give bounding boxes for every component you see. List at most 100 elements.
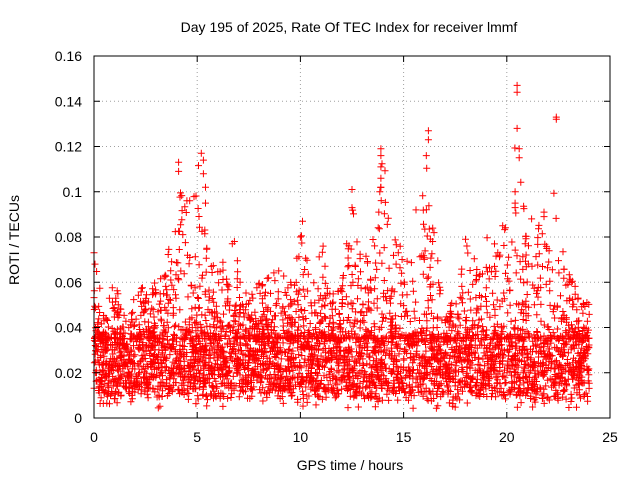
- data-point: [318, 248, 326, 256]
- data-point: [324, 355, 332, 362]
- data-point: [510, 352, 518, 360]
- data-point: [273, 339, 281, 347]
- data-point: [460, 345, 468, 353]
- data-point: [167, 267, 175, 275]
- data-point: [550, 381, 558, 389]
- data-point: [110, 304, 118, 312]
- data-point: [270, 379, 278, 387]
- data-point: [304, 355, 312, 363]
- data-point: [219, 402, 227, 410]
- data-point: [423, 164, 431, 172]
- data-point: [376, 188, 384, 196]
- data-point: [480, 391, 488, 398]
- data-point: [339, 328, 347, 336]
- data-point: [240, 366, 248, 373]
- data-point: [424, 136, 432, 144]
- data-point: [483, 344, 491, 352]
- data-point: [377, 152, 385, 160]
- data-point: [329, 375, 337, 383]
- data-point: [176, 306, 184, 314]
- data-point: [380, 244, 388, 252]
- data-point: [351, 263, 359, 270]
- data-point: [220, 310, 227, 318]
- data-point: [193, 333, 201, 341]
- data-point: [245, 300, 252, 308]
- data-point: [506, 390, 514, 398]
- data-point: [413, 347, 421, 355]
- data-point: [573, 403, 580, 411]
- data-point: [104, 335, 112, 343]
- data-point: [368, 388, 376, 396]
- data-point: [203, 402, 211, 410]
- data-point: [403, 382, 411, 390]
- data-point: [579, 299, 587, 307]
- data-point: [555, 257, 562, 265]
- data-point: [434, 314, 442, 322]
- data-point: [409, 342, 417, 350]
- data-point: [287, 360, 295, 368]
- data-point: [456, 350, 464, 357]
- data-point: [377, 145, 385, 153]
- data-point: [344, 349, 352, 357]
- data-point: [167, 296, 174, 304]
- data-point: [475, 386, 483, 394]
- data-point: [566, 326, 574, 334]
- data-point: [253, 332, 261, 340]
- data-point: [196, 320, 204, 328]
- data-point: [202, 335, 210, 343]
- data-point: [478, 372, 486, 380]
- data-point: [553, 389, 561, 397]
- data-point: [546, 301, 554, 309]
- data-point: [181, 373, 188, 381]
- data-point: [529, 342, 537, 350]
- data-point: [434, 351, 442, 359]
- data-point: [305, 370, 313, 377]
- data-point: [371, 242, 379, 250]
- data-point: [178, 207, 186, 215]
- data-point: [176, 348, 184, 356]
- data-point: [421, 332, 429, 339]
- data-point: [267, 289, 274, 297]
- data-point: [374, 224, 382, 232]
- data-point: [166, 351, 174, 359]
- data-point: [360, 318, 368, 326]
- data-point: [479, 381, 487, 389]
- y-tick-label: 0.1: [63, 184, 83, 200]
- data-point: [191, 284, 199, 292]
- data-point: [215, 279, 223, 287]
- data-point: [201, 361, 209, 369]
- data-point: [400, 355, 408, 363]
- data-point: [505, 253, 513, 261]
- data-point: [490, 301, 497, 309]
- data-point: [522, 317, 530, 324]
- data-point: [392, 241, 400, 249]
- data-point: [503, 261, 511, 269]
- data-point: [550, 189, 558, 197]
- data-point: [217, 352, 225, 360]
- data-point: [371, 274, 379, 282]
- data-point: [520, 279, 528, 287]
- data-point: [423, 317, 431, 325]
- data-point: [275, 383, 283, 391]
- data-point: [113, 287, 121, 295]
- data-point: [272, 354, 280, 361]
- data-point: [519, 316, 527, 323]
- data-point: [532, 394, 540, 402]
- data-point: [582, 347, 590, 355]
- data-point: [396, 324, 404, 332]
- data-point: [279, 326, 287, 334]
- data-point: [584, 397, 592, 405]
- data-point: [554, 396, 562, 404]
- data-point: [267, 319, 275, 327]
- data-point: [423, 274, 431, 282]
- data-point: [157, 368, 165, 376]
- data-point: [274, 348, 281, 356]
- data-point: [441, 319, 449, 327]
- data-point: [462, 317, 470, 325]
- data-point: [568, 394, 576, 402]
- data-point: [184, 378, 192, 386]
- data-point: [286, 367, 294, 375]
- data-point: [139, 355, 147, 363]
- data-point: [148, 363, 156, 371]
- data-point: [563, 297, 571, 305]
